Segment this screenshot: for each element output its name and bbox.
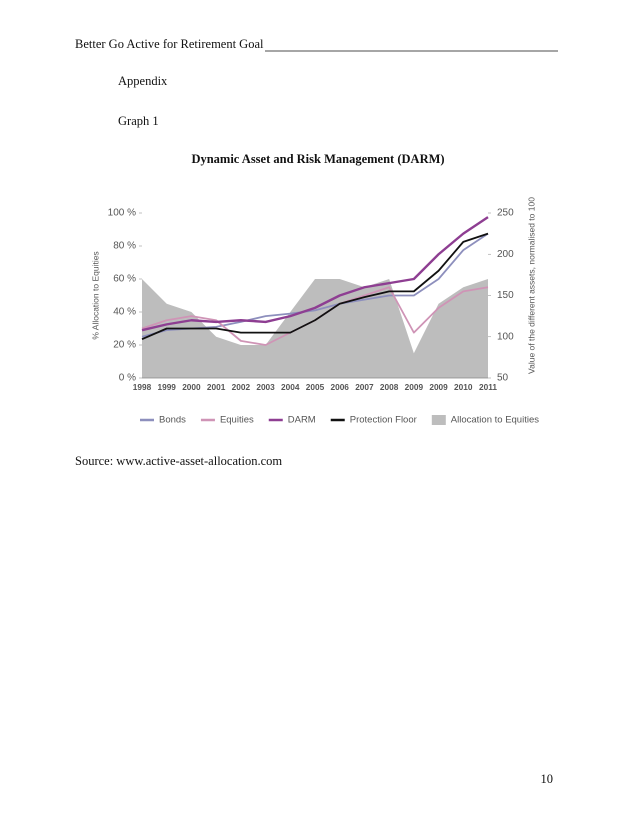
legend-label: Bonds (159, 415, 186, 426)
area (142, 279, 488, 378)
x-tick-label: 2001 (207, 382, 226, 392)
y-tick-label: 80 % (113, 241, 136, 252)
header-title: Better Go Active for Retirement Goal (75, 37, 264, 51)
x-tick-label: 2003 (256, 382, 275, 392)
source: Source: www.active-asset-allocation.com (75, 454, 282, 468)
legend-label: Equities (220, 415, 254, 426)
x-tick-label: 2006 (330, 382, 349, 392)
y2-tick-label: 200 (497, 249, 514, 260)
legend-label: Allocation to Equities (451, 415, 539, 426)
y2-tick-label: 150 (497, 290, 514, 301)
x-tick-label: 2004 (281, 382, 300, 392)
graph-label: Graph 1 (118, 114, 159, 128)
y-tick-label: 60 % (113, 274, 136, 285)
x-tick-label: 2009 (429, 382, 448, 392)
x-tick-label: 1999 (157, 382, 176, 392)
x-tick-label: 2005 (306, 382, 325, 392)
legend-label: DARM (288, 415, 316, 426)
y2-tick-label: 50 (497, 373, 509, 384)
x-tick-label: 2011 (479, 382, 497, 392)
x-tick-label: 2010 (454, 382, 473, 392)
chart: 0 % 20 % 40 % 60 % 80 % 100 % 50 100 150 200 250 % … (90, 197, 539, 426)
page-number: 10 (541, 772, 554, 786)
x-tick-label: 2000 (182, 382, 201, 392)
y-tick-label: 0 % (119, 373, 136, 384)
legend-label: Protection Floor (350, 415, 417, 426)
appendix: Appendix (118, 74, 168, 88)
x-tick-label: 2008 (380, 382, 399, 392)
y-axis-label: % Allocation to Equities (90, 251, 100, 339)
legend-swatch (431, 415, 446, 425)
line (141, 232, 489, 341)
y2-axis-label: Value of the different assets, normalise… (526, 197, 536, 374)
y-tick-label: 40 % (113, 307, 136, 318)
x-tick-label: 2002 (232, 382, 251, 392)
y2-tick-label: 250 (497, 208, 514, 219)
x-tick-label: 2007 (355, 382, 374, 392)
line (141, 216, 489, 332)
x-tick-label: 1998 (133, 382, 152, 392)
y2-tick-label: 100 (497, 331, 514, 342)
x-tick-label: 2009 (405, 382, 424, 392)
chart-title: Dynamic Asset and Risk Management (DARM) (191, 152, 444, 166)
y-tick-label: 20 % (113, 340, 136, 351)
y-tick-label: 100 % (108, 208, 136, 219)
